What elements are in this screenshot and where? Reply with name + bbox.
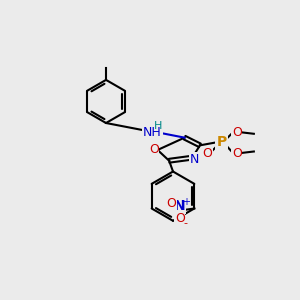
- Text: O: O: [203, 146, 213, 160]
- Text: O: O: [232, 126, 242, 139]
- Text: N: N: [174, 199, 185, 213]
- Text: +: +: [182, 196, 190, 206]
- Text: O: O: [175, 212, 184, 225]
- Text: H: H: [154, 121, 163, 131]
- Text: P: P: [216, 135, 226, 149]
- Text: N: N: [190, 153, 199, 166]
- Text: O: O: [149, 143, 159, 157]
- Text: O: O: [166, 196, 176, 210]
- Text: O: O: [232, 146, 242, 160]
- Text: -: -: [184, 218, 188, 228]
- Text: NH: NH: [143, 126, 162, 139]
